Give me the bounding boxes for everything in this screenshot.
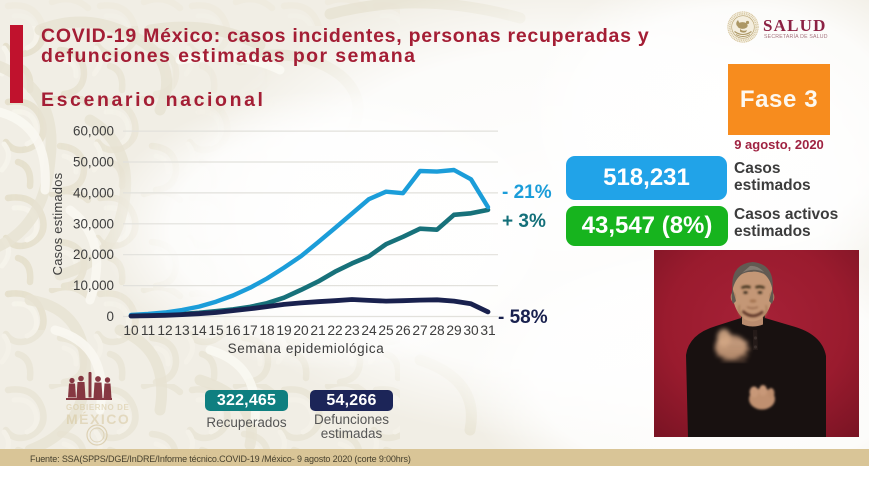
- svg-text:MÉXICO: MÉXICO: [66, 411, 130, 427]
- svg-text:10,000: 10,000: [73, 278, 114, 293]
- svg-text:15: 15: [208, 323, 224, 338]
- svg-text:25: 25: [378, 323, 394, 338]
- svg-text:13: 13: [174, 323, 190, 338]
- svg-text:31: 31: [480, 323, 495, 338]
- svg-text:Casos estimados: Casos estimados: [50, 172, 65, 275]
- svg-text:30,000: 30,000: [73, 216, 114, 231]
- svg-text:40,000: 40,000: [73, 185, 114, 200]
- svg-text:50,000: 50,000: [73, 155, 114, 170]
- svg-text:24: 24: [361, 323, 377, 338]
- svg-text:21: 21: [310, 323, 325, 338]
- svg-text:18: 18: [259, 323, 275, 338]
- svg-text:10: 10: [123, 323, 139, 338]
- svg-text:17: 17: [242, 323, 257, 338]
- svg-text:14: 14: [191, 323, 207, 338]
- svg-text:26: 26: [395, 323, 411, 338]
- svg-text:27: 27: [412, 323, 427, 338]
- svg-text:28: 28: [429, 323, 445, 338]
- svg-text:12: 12: [157, 323, 172, 338]
- svg-text:Semana epidemiológica: Semana epidemiológica: [228, 341, 385, 356]
- svg-text:20: 20: [293, 323, 309, 338]
- svg-text:30: 30: [463, 323, 479, 338]
- svg-text:11: 11: [141, 323, 155, 338]
- svg-text:60,000: 60,000: [73, 124, 114, 139]
- svg-text:16: 16: [225, 323, 241, 338]
- svg-text:19: 19: [276, 323, 292, 338]
- svg-text:22: 22: [327, 323, 342, 338]
- svg-text:GOBIERNO DE: GOBIERNO DE: [66, 403, 130, 412]
- svg-text:20,000: 20,000: [73, 247, 114, 262]
- svg-text:29: 29: [446, 323, 462, 338]
- svg-text:0: 0: [107, 309, 114, 324]
- svg-text:23: 23: [344, 323, 360, 338]
